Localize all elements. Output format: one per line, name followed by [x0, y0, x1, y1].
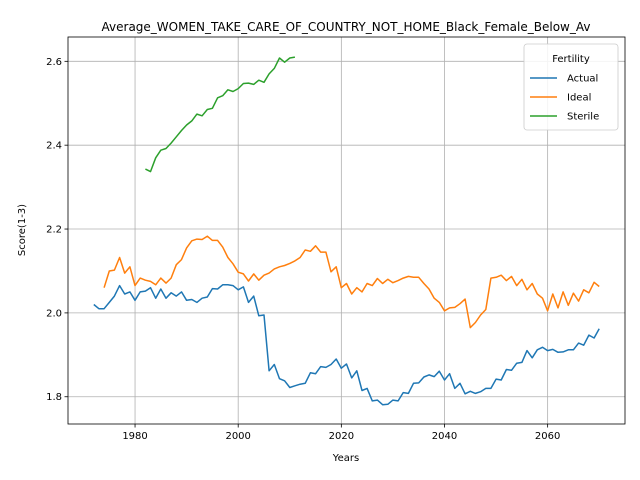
series-line-sterile [145, 56, 296, 173]
legend-label-ideal: Ideal [567, 93, 591, 104]
x-tick-label: 2040 [432, 431, 457, 442]
series-lines [93, 56, 600, 406]
axis-ticks: 1980 2000 2020 2040 2060 1.8 2.0 2.2 2.4 2.6 [46, 57, 560, 442]
x-tick-label: 2020 [329, 431, 354, 442]
legend-entries: Actual Ideal Sterile [530, 74, 599, 123]
y-tick-label: 2.2 [46, 225, 62, 236]
x-tick-label: 2000 [225, 431, 250, 442]
x-tick-label: 2060 [535, 431, 560, 442]
series-line-actual [93, 284, 600, 406]
y-tick-label: 1.8 [46, 392, 62, 403]
legend-label-actual: Actual [567, 74, 598, 85]
legend-box [523, 43, 619, 131]
y-axis-label: Score(1-3) [17, 204, 28, 256]
chart-title: Average_WOMEN_TAKE_CARE_OF_COUNTRY_NOT_H… [102, 20, 591, 34]
series-line-ideal [103, 235, 600, 329]
y-tick-label: 2.0 [46, 308, 62, 319]
plot-frame [67, 36, 626, 425]
y-tick-label: 2.4 [46, 141, 62, 152]
legend: Fertility Actual Ideal Sterile [523, 43, 619, 131]
legend-title: Fertility [552, 54, 590, 65]
x-tick-label: 1980 [122, 431, 147, 442]
x-axis-label: Years [332, 453, 359, 464]
legend-label-sterile: Sterile [567, 112, 599, 123]
y-tick-label: 2.6 [46, 57, 62, 68]
